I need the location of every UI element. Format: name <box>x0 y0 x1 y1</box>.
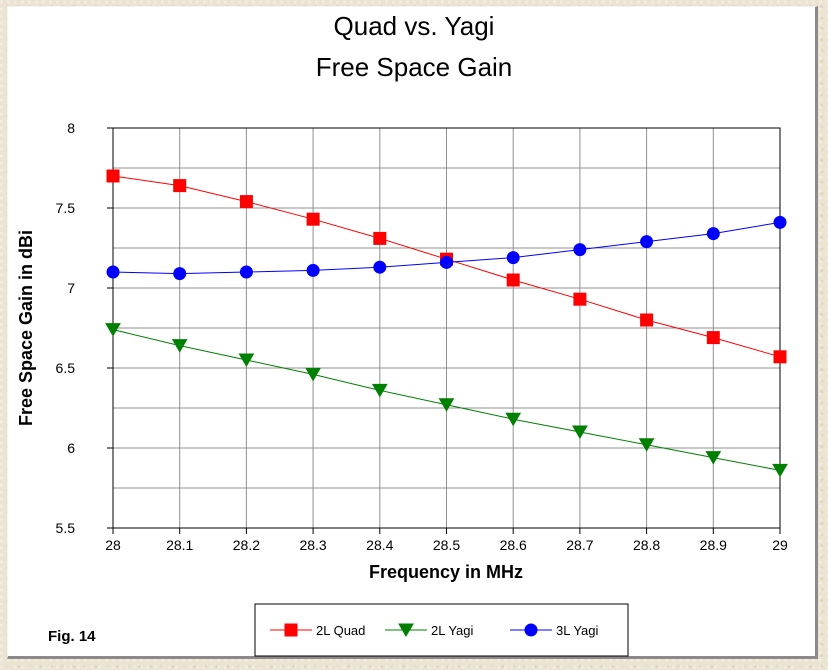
y-tick-label: 8 <box>67 120 75 136</box>
legend-items: 2L Quad 2L Yagi 3L Yagi <box>270 623 599 638</box>
series-layer <box>105 169 788 478</box>
x-tick-label: 28.4 <box>366 537 393 553</box>
legend-item-2l-yagi: 2L Yagi <box>385 623 474 638</box>
data-point-3l-yagi <box>239 265 253 279</box>
data-point-2l-yagi <box>505 412 522 427</box>
legend-label: 3L Yagi <box>556 623 599 638</box>
data-point-2l-quad <box>106 169 120 183</box>
chart-subtitle: Free Space Gain <box>316 52 513 82</box>
data-point-2l-yagi <box>105 323 121 337</box>
x-tick-label: 29 <box>772 537 788 553</box>
x-tick-label: 28.6 <box>500 537 527 553</box>
x-tick-label: 28.1 <box>166 537 193 553</box>
data-point-3l-yagi <box>706 227 720 241</box>
x-tick-label: 28.7 <box>566 537 593 553</box>
data-point-2l-yagi <box>705 451 722 465</box>
data-point-2l-quad <box>773 350 787 364</box>
y-tick-label: 5.5 <box>56 520 76 536</box>
data-point-2l-quad <box>306 212 320 226</box>
y-axis-label: Free Space Gain in dBi <box>16 230 36 426</box>
legend-box <box>254 603 629 657</box>
data-point-2l-yagi <box>171 339 188 353</box>
data-point-2l-quad <box>573 292 587 306</box>
legend-item-3l-yagi: 3L Yagi <box>510 623 599 638</box>
figure-label: Fig. 14 <box>48 628 96 645</box>
x-tick-label: 28.8 <box>633 537 660 553</box>
legend-item-2l-quad: 2L Quad <box>270 623 365 638</box>
data-point-2l-yagi <box>371 383 388 398</box>
data-point-2l-yagi <box>772 463 788 478</box>
data-point-3l-yagi <box>373 260 387 274</box>
data-point-3l-yagi <box>506 251 520 265</box>
data-point-2l-yagi <box>438 398 455 412</box>
y-tick-label: 7 <box>67 280 75 296</box>
data-point-3l-yagi <box>306 263 320 277</box>
data-point-2l-yagi <box>638 438 655 452</box>
legend-marker <box>284 623 298 637</box>
legend-label: 2L Yagi <box>431 623 474 638</box>
x-tick-label: 28.2 <box>233 537 260 553</box>
x-axis-label: Frequency in MHz <box>369 562 523 582</box>
data-point-2l-quad <box>706 331 720 345</box>
y-tick-label: 6.5 <box>56 360 76 376</box>
data-point-2l-yagi <box>238 353 255 367</box>
y-tick-label: 7.5 <box>56 200 76 216</box>
data-point-3l-yagi <box>773 215 787 229</box>
data-point-3l-yagi <box>573 243 587 257</box>
x-tick-label: 28 <box>105 537 121 553</box>
chart-frame <box>7 6 818 659</box>
legend-marker <box>398 623 414 637</box>
data-point-3l-yagi <box>440 255 453 269</box>
data-point-2l-quad <box>373 231 387 245</box>
data-point-2l-quad <box>173 179 187 193</box>
y-tick-label: 6 <box>67 440 75 456</box>
x-tick-label: 28.3 <box>299 537 326 553</box>
data-point-3l-yagi <box>106 265 120 279</box>
tick-labels: 28 28.1 28.2 28.3 28.4 28.5 28.6 28.7 28.8 28.9 29… <box>56 120 788 553</box>
legend-marker <box>524 623 538 637</box>
x-tick-label: 28.5 <box>433 537 460 553</box>
data-point-2l-quad <box>506 273 520 287</box>
data-point-2l-yagi <box>305 367 321 382</box>
series-3l-yagi <box>106 215 787 281</box>
legend: 2L Quad 2L Yagi 3L Yagi <box>254 603 629 657</box>
grid <box>112 127 781 529</box>
chart-title: Quad vs. Yagi <box>334 11 495 41</box>
x-tick-label: 28.9 <box>700 537 727 553</box>
data-point-2l-quad <box>640 313 654 327</box>
legend-label: 2L Quad <box>316 623 365 638</box>
series-2l-yagi <box>105 323 788 478</box>
data-point-3l-yagi <box>640 235 654 249</box>
data-point-3l-yagi <box>173 267 187 281</box>
data-point-2l-quad <box>239 195 253 209</box>
data-point-2l-yagi <box>572 425 588 439</box>
